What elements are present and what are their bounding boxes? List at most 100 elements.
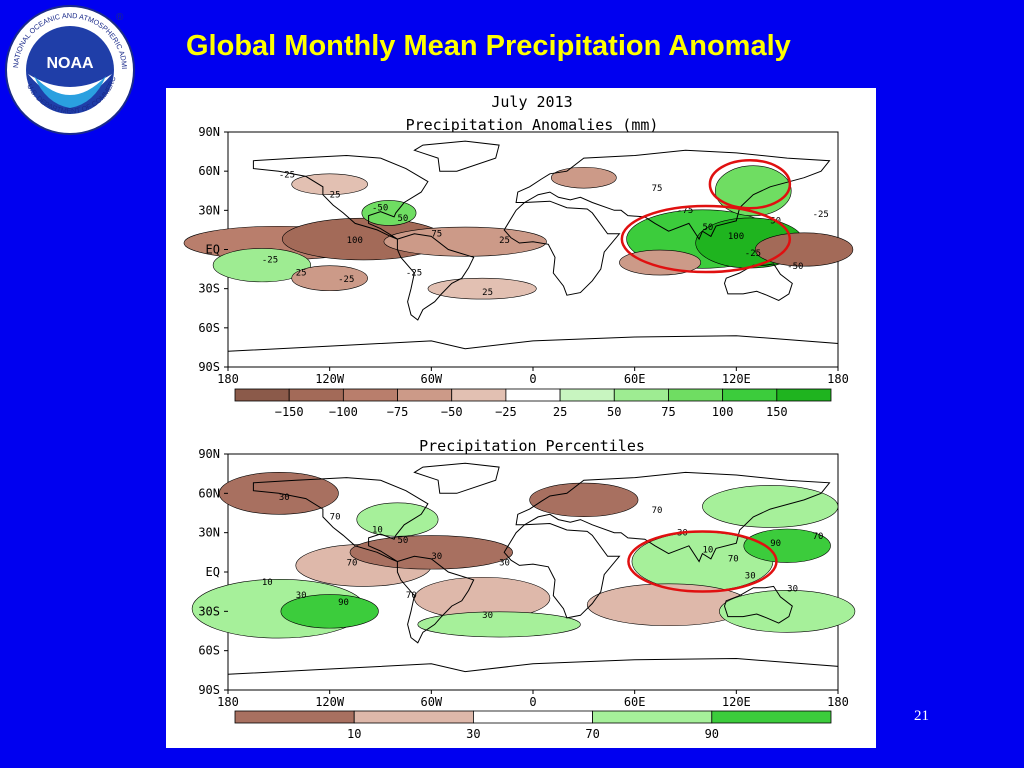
y-tick-label: 30N [198,526,220,540]
contour-label: 75 [431,229,442,239]
x-tick-label: 60E [624,695,646,709]
shaded-region [291,265,368,292]
highlight-circle [620,204,792,274]
contour-label: 25 [499,236,510,246]
legend-label: 30 [466,727,480,741]
contour-label: -25 [262,256,278,266]
contour-label: -25 [406,269,422,279]
legend-label: 75 [661,405,675,419]
legend-label: 70 [585,727,599,741]
chart1-title: July 2013 [491,93,572,111]
y-tick-label: 90N [198,447,220,461]
y-tick-label: 30S [198,282,220,296]
shaded-region [551,166,617,189]
contour-label: 10 [372,526,383,536]
map-anomalies: -2525-505075100-2525-25-252575-7550100-2… [183,131,854,368]
contour-label: 100 [347,236,363,246]
shaded-region [427,277,537,300]
x-tick-label: 0 [529,695,536,709]
coastline [515,471,831,563]
legend-swatch [668,388,724,402]
y-tick-label: 60N [198,164,220,178]
legend-swatch [234,388,290,402]
x-tick-label: 60W [420,695,442,709]
y-tick-label: 30S [198,604,220,618]
legend-label: 90 [705,727,719,741]
contour-label: 70 [330,513,341,523]
page-number: 21 [914,708,929,724]
legend-swatch [397,388,453,402]
shaded-region [383,226,547,257]
contour-label: 90 [770,539,781,549]
coastline [413,140,500,172]
legend-label: −50 [441,405,463,419]
legend-swatch [711,710,832,724]
legend-swatch [505,388,561,402]
coastline [723,585,793,624]
x-tick-label: 180 [827,695,849,709]
legend-swatch [559,388,615,402]
legend-swatch [722,388,778,402]
shaded-region [349,535,513,570]
coastline [503,522,621,619]
highlight-circle [627,530,778,593]
x-tick-label: 120E [722,695,751,709]
contour-label: 10 [702,545,713,555]
legend-swatch [613,388,669,402]
legend-label: 150 [766,405,788,419]
contour-label: -75 [677,206,693,216]
shaded-region [417,611,581,638]
y-tick-label: EQ [206,243,220,257]
legend-label: 25 [553,405,567,419]
contour-label: 70 [652,506,663,516]
x-tick-label: 60E [624,372,646,386]
shaded-region [529,482,639,517]
x-tick-label: 120E [722,372,751,386]
x-tick-label: 120W [315,695,345,709]
coastline [413,462,500,494]
logo-wordmark: NOAA [46,55,94,72]
legend-anomalies: −150 −100 −75 −50 −25 25 50 75 100 150 [234,388,832,419]
highlight-circle [708,158,792,210]
slide-title: Global Monthly Mean Precipitation Anomal… [186,30,791,62]
y-tick-label: 60N [198,486,220,500]
registered-mark: ® [116,12,124,23]
y-tick-label: EQ [206,565,220,579]
coastline [252,477,429,562]
contour-label: -25 [745,249,761,259]
legend-swatch [342,388,398,402]
contour-label: 70 [813,532,824,542]
x-tick-label: 60W [420,372,442,386]
legend-swatch [592,710,713,724]
legend-label: −25 [495,405,517,419]
figure-panel: July 2013 Precipitation Anomalies (mm) P… [166,88,876,748]
y-tick-label: 90S [198,360,220,374]
coastline [515,149,831,241]
y-tick-label: 90S [198,683,220,697]
contour-label: 90 [338,598,349,608]
legend-swatch [234,710,355,724]
y-tick-label: 60S [198,321,220,335]
contour-label: 50 [702,223,713,233]
legend-label: 10 [347,727,361,741]
shaded-region [702,485,839,528]
x-tick-label: 0 [529,372,536,386]
shaded-region [743,528,831,563]
contour-label: 50 [397,536,408,546]
chart2-title: Precipitation Percentiles [419,437,645,455]
legend-percentiles: 10 30 70 90 [234,710,832,741]
x-tick-label: 180 [217,372,239,386]
contour-label: 10 [262,578,273,588]
legend-swatch [451,388,507,402]
shaded-region [361,200,417,226]
contour-label: 50 [397,214,408,224]
contour-label: -25 [813,210,829,220]
contour-label: 30 [482,611,493,621]
legend-label: 50 [607,405,621,419]
legend-label: 100 [712,405,734,419]
contour-label: 70 [347,558,358,568]
legend-label: −150 [275,405,304,419]
noaa-logo: NOAA ® NATIONAL OCEANIC AND ATMOSPHERIC … [4,4,135,135]
